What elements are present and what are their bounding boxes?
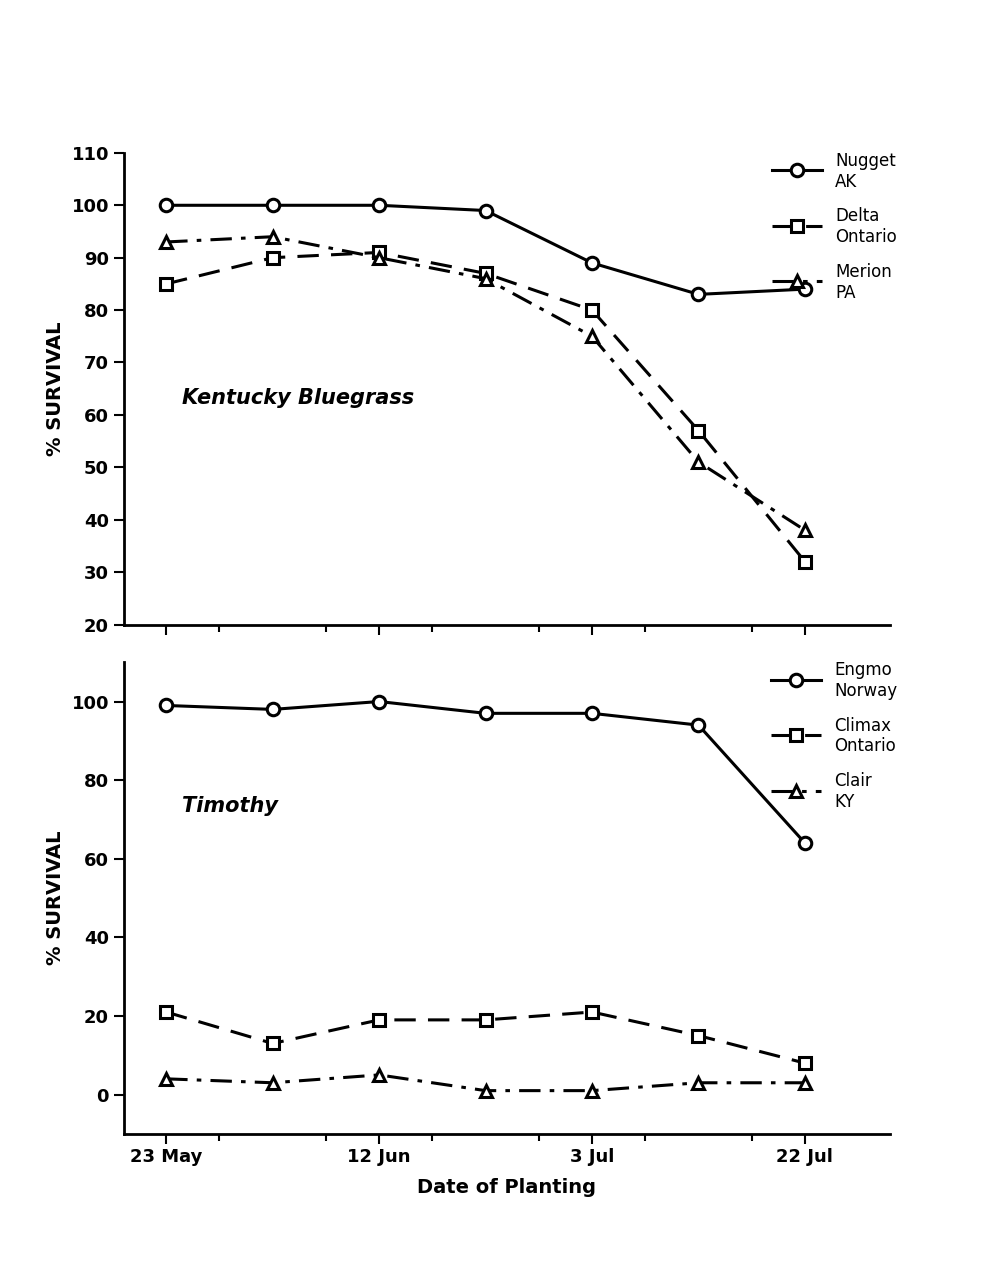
Engmo
Norway — [692, 717, 704, 733]
Text: Kentucky Bluegrass: Kentucky Bluegrass — [182, 389, 414, 409]
Clair
KY — [160, 1071, 172, 1087]
Merion
PA — [692, 455, 704, 470]
Clair
KY — [267, 1075, 279, 1091]
Engmo
Norway — [586, 706, 598, 721]
Clair
KY — [373, 1068, 385, 1083]
Merion
PA — [480, 271, 492, 287]
Clair
KY — [586, 1083, 598, 1098]
Merion
PA — [586, 329, 598, 344]
Climax
Ontario — [373, 1013, 385, 1028]
Merion
PA — [267, 229, 279, 245]
Nugget
AK — [160, 197, 172, 213]
Nugget
AK — [373, 197, 385, 213]
Line: Clair
KY: Clair KY — [160, 1069, 811, 1097]
Delta
Ontario — [373, 245, 385, 260]
Line: Merion
PA: Merion PA — [160, 231, 811, 536]
X-axis label: Date of Planting: Date of Planting — [417, 1177, 596, 1196]
Line: Climax
Ontario: Climax Ontario — [160, 1005, 811, 1069]
Delta
Ontario — [586, 302, 598, 317]
Merion
PA — [799, 522, 811, 538]
Engmo
Norway — [480, 706, 492, 721]
Nugget
AK — [267, 197, 279, 213]
Clair
KY — [480, 1083, 492, 1098]
Line: Engmo
Norway: Engmo Norway — [160, 696, 811, 850]
Merion
PA — [160, 234, 172, 250]
Text: Timothy: Timothy — [182, 795, 278, 815]
Climax
Ontario — [799, 1055, 811, 1070]
Climax
Ontario — [692, 1028, 704, 1043]
Engmo
Norway — [267, 702, 279, 717]
Delta
Ontario — [692, 423, 704, 438]
Nugget
AK — [586, 255, 598, 270]
Engmo
Norway — [799, 836, 811, 851]
Climax
Ontario — [480, 1013, 492, 1028]
Nugget
AK — [480, 203, 492, 218]
Line: Nugget
AK: Nugget AK — [160, 199, 811, 301]
Delta
Ontario — [480, 266, 492, 282]
Y-axis label: % SURVIVAL: % SURVIVAL — [45, 321, 64, 456]
Nugget
AK — [692, 287, 704, 302]
Line: Delta
Ontario: Delta Ontario — [160, 246, 811, 568]
Delta
Ontario — [160, 276, 172, 292]
Delta
Ontario — [799, 554, 811, 569]
Climax
Ontario — [160, 1004, 172, 1019]
Clair
KY — [692, 1075, 704, 1091]
Legend: Engmo
Norway, Climax
Ontario, Clair
KY: Engmo Norway, Climax Ontario, Clair KY — [770, 661, 897, 810]
Legend: Nugget
AK, Delta
Ontario, Merion
PA: Nugget AK, Delta Ontario, Merion PA — [772, 152, 897, 302]
Nugget
AK — [799, 282, 811, 297]
Climax
Ontario — [586, 1004, 598, 1019]
Engmo
Norway — [160, 698, 172, 713]
Climax
Ontario — [267, 1036, 279, 1051]
Clair
KY — [799, 1075, 811, 1091]
Engmo
Norway — [373, 694, 385, 710]
Delta
Ontario — [267, 250, 279, 265]
Y-axis label: % SURVIVAL: % SURVIVAL — [45, 831, 64, 966]
Merion
PA — [373, 250, 385, 265]
